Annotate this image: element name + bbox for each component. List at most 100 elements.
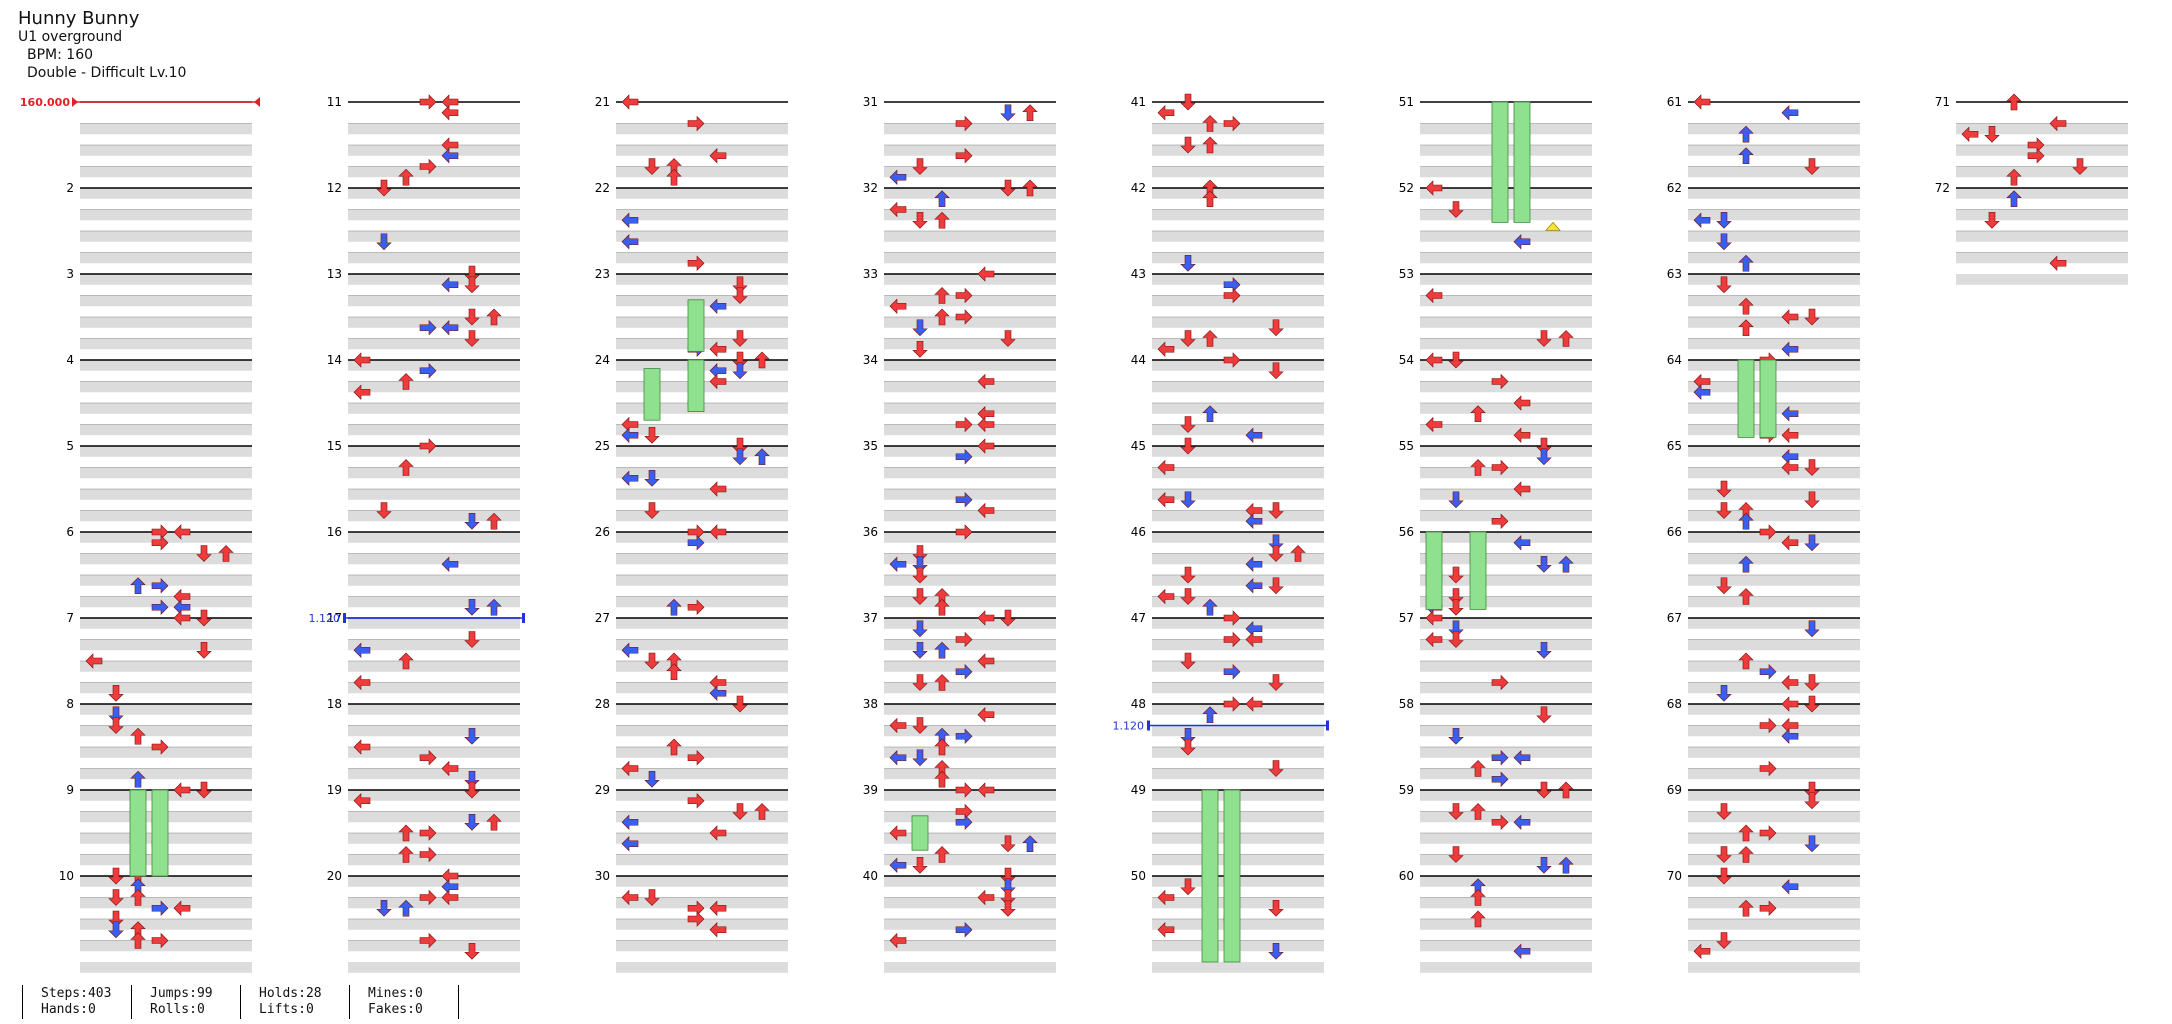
beat-shade [80, 188, 252, 199]
step-arrow-blue [1693, 212, 1711, 228]
step-arrow-blue [1268, 534, 1284, 552]
step-arrow-blue [441, 277, 459, 293]
step-arrow-blue [1759, 664, 1777, 680]
step-arrow-red [1180, 878, 1196, 896]
beat-shade [884, 618, 1056, 629]
beat-shade [348, 768, 520, 780]
step-arrow-red [376, 502, 392, 519]
beat-shade [1420, 618, 1592, 629]
beat-shade [80, 682, 252, 694]
step-arrow-red [1470, 910, 1486, 928]
step-arrow-red [1448, 631, 1464, 648]
measure-number: 59 [1399, 783, 1414, 797]
beat-shade [1688, 510, 1860, 522]
step-arrow-red [1202, 115, 1218, 132]
measure-number: 35 [863, 439, 878, 453]
step-arrow-red [1268, 362, 1284, 380]
step-arrow-red [108, 717, 124, 734]
step-arrow-red [464, 308, 480, 326]
beat-shade [1152, 704, 1324, 715]
step-arrow-red [1000, 899, 1016, 917]
step-arrow-red [1157, 459, 1175, 476]
measure-number: 69 [1667, 783, 1682, 797]
beat-shade [884, 962, 1056, 973]
measure-number: 70 [1667, 869, 1682, 883]
beat-shade [348, 725, 520, 737]
beat-shade [1420, 317, 1592, 328]
beat-shade [348, 123, 520, 135]
step-arrow-red [1781, 427, 1799, 443]
measure-number: 36 [863, 525, 878, 539]
step-arrow-blue [709, 685, 727, 701]
step-arrow-red [353, 674, 371, 691]
beat-shade [884, 381, 1056, 393]
beat-shade [884, 639, 1056, 651]
step-arrow-red [644, 502, 660, 519]
step-arrow-red [1180, 437, 1196, 455]
step-arrow-red [464, 265, 480, 283]
step-arrow-red [398, 459, 414, 476]
measure-number: 9 [66, 783, 74, 797]
step-arrow-blue [644, 770, 660, 788]
step-arrow-red [934, 287, 950, 304]
step-arrow-red [955, 115, 973, 132]
step-arrow-red [644, 426, 660, 444]
beat-shade [616, 747, 788, 758]
step-arrow-red [2006, 93, 2022, 111]
step-arrow-red [977, 782, 995, 798]
step-arrow-red [687, 911, 705, 927]
beat-shade [80, 532, 252, 543]
step-arrow-red [1984, 125, 2000, 143]
step-arrow-blue [1536, 555, 1552, 573]
beat-shade [1688, 790, 1860, 801]
beat-shade [1152, 596, 1324, 608]
step-arrow-blue [1738, 512, 1754, 530]
measure-number: 24 [595, 353, 610, 367]
beat-shade [1152, 424, 1324, 436]
step-arrow-red [1157, 341, 1175, 357]
stat-steps: Steps:403 [41, 986, 112, 1001]
step-arrow-blue [1513, 814, 1531, 830]
beat-shade [1152, 661, 1324, 672]
step-arrow-blue [621, 427, 639, 443]
step-arrow-blue [687, 535, 705, 551]
bpm-change-label: 160.000 [20, 96, 70, 109]
beat-shade [348, 360, 520, 371]
beat-shade [1688, 209, 1860, 221]
beat-shade [1420, 424, 1592, 436]
step-arrow-red [709, 825, 727, 841]
step-arrow-blue [1558, 555, 1574, 573]
beat-shade [1688, 833, 1860, 844]
beat-shade [616, 854, 788, 866]
step-arrow-red [1448, 588, 1464, 605]
step-arrow-blue [353, 642, 371, 658]
beat-shade [348, 145, 520, 156]
beat-shade [1420, 360, 1592, 371]
step-arrow-red [419, 158, 437, 175]
bpm-marker-right [254, 97, 260, 107]
step-arrow-red [1804, 674, 1820, 691]
hold-note [1737, 359, 1755, 438]
step-arrow-blue [1513, 535, 1531, 551]
hold-note [1513, 101, 1531, 223]
beat-shade [1152, 682, 1324, 694]
measure-number: 28 [595, 697, 610, 711]
beat-shade [1152, 639, 1324, 651]
step-arrow-red [1738, 297, 1754, 315]
beat-shade [1688, 338, 1860, 350]
step-arrow-red [1223, 610, 1241, 626]
beat-shade [884, 489, 1056, 500]
beat-shade [1420, 811, 1592, 823]
step-arrow-red [1448, 566, 1464, 584]
step-arrow-red [1759, 825, 1777, 841]
beat-shade [1688, 747, 1860, 758]
speed-marker-right [1326, 720, 1329, 731]
measure-number: 63 [1667, 267, 1682, 281]
beat-shade [1420, 854, 1592, 866]
beat-shade [1152, 768, 1324, 780]
beat-shade [616, 188, 788, 199]
step-arrow-red [732, 437, 748, 455]
beat-shade [80, 467, 252, 479]
step-arrow-blue [889, 169, 907, 185]
step-arrow-blue [1022, 835, 1038, 853]
